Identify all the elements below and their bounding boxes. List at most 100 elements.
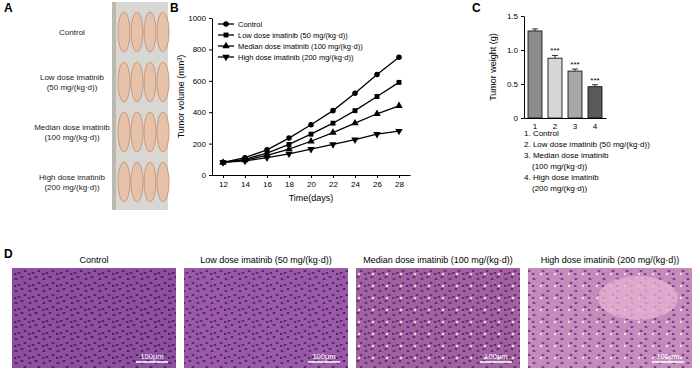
tick-mark	[355, 175, 356, 178]
data-point	[286, 135, 292, 141]
tick-mark	[289, 175, 290, 178]
legend: ControlLow dose imatinib (50 mg/(kg·d))M…	[218, 20, 363, 62]
tick-mark	[209, 175, 212, 176]
data-point	[375, 94, 380, 99]
tick: 1000	[188, 14, 212, 23]
tick: 1.0	[507, 46, 524, 55]
significance: ***	[570, 60, 579, 69]
plot-area	[219, 54, 402, 166]
tick-mark	[209, 49, 212, 50]
data-point	[373, 132, 380, 138]
histology-image	[184, 268, 348, 368]
group-label: Median dose imatinib	[34, 123, 110, 132]
error-bar	[552, 55, 558, 58]
scale-bar	[136, 361, 168, 363]
tick: 0	[202, 171, 212, 180]
tick-label: 400	[193, 108, 207, 117]
data-point	[309, 132, 314, 137]
key-line: 1. Control	[524, 129, 559, 138]
tick: 0.5	[507, 80, 524, 89]
panel-c: C00.51.01.51234Tumor weight (g)*********…	[472, 1, 650, 193]
mouse	[118, 62, 130, 102]
tick-label: 1.0	[507, 46, 519, 55]
tick: 0	[514, 114, 524, 123]
tick: 4	[593, 118, 598, 131]
data-point	[373, 109, 380, 115]
axis-title: Tumor weight (g)	[488, 33, 498, 101]
histology-image	[356, 268, 520, 368]
group-label: (200 mg/(kg·d))	[44, 183, 99, 192]
legend-marker	[222, 55, 229, 61]
image-title: High dose imatinib (200 mg/(kg·d))	[541, 255, 680, 265]
series-line	[223, 57, 399, 162]
significance: ***	[550, 46, 559, 55]
tick-mark	[377, 175, 378, 178]
axis-line	[212, 19, 213, 176]
scale-bar	[652, 361, 684, 363]
data-point	[352, 91, 358, 97]
group-label: Control	[59, 28, 85, 37]
error-bar	[592, 85, 598, 87]
scale-bar-label: 100μm	[140, 352, 163, 361]
tick: 20	[307, 175, 316, 189]
tick: 18	[285, 175, 294, 189]
bar	[548, 58, 562, 118]
image-title: Control	[79, 255, 108, 265]
mouse	[118, 112, 130, 152]
panel-label: A	[4, 1, 13, 15]
tick-mark	[209, 18, 212, 19]
photo-ruler	[112, 2, 116, 210]
tick-mark	[521, 84, 524, 85]
tick-label: 4	[593, 122, 598, 131]
data-point	[396, 54, 402, 60]
mouse	[118, 12, 130, 52]
mouse	[157, 12, 169, 52]
bar	[528, 31, 542, 118]
tick-mark	[521, 118, 524, 119]
legend-marker	[223, 21, 229, 27]
data-point	[308, 122, 314, 128]
legend-marker	[224, 33, 229, 38]
error-bar	[572, 69, 578, 71]
significance: ***	[590, 76, 599, 85]
tick-label: 0	[202, 171, 207, 180]
data-point	[329, 142, 336, 148]
tick-label: 14	[241, 180, 250, 189]
legend-entry: Low dose imatinib (50 mg/(kg·d))	[238, 31, 348, 40]
tick-label: 1.5	[507, 12, 519, 21]
key-line: (200 mg/(kg·d))	[532, 184, 587, 193]
scale-bar-label: 100μm	[312, 352, 335, 361]
tick-mark	[521, 50, 524, 51]
tick: 12	[219, 175, 228, 189]
scale-bar	[480, 361, 512, 363]
mouse	[157, 112, 169, 152]
legend-entry: Median dose imatinib (100 mg/(kg·d))	[238, 42, 363, 51]
series-line	[223, 131, 399, 162]
data-point	[263, 156, 270, 162]
group-label: (100 mg/(kg·d))	[44, 133, 99, 142]
panel-label: C	[472, 1, 481, 15]
panel-b: B12141618202224262802004006008001000Time…	[170, 1, 411, 203]
tick: 1.5	[507, 12, 524, 21]
tick-label: 3	[573, 122, 578, 131]
photo-background	[112, 2, 168, 210]
tick-label: 18	[285, 180, 294, 189]
tick-label: 0	[514, 114, 519, 123]
mouse	[131, 12, 143, 52]
panel-d: DControl100μmLow dose imatinib (50 mg/(k…	[4, 247, 692, 368]
tick-label: 1000	[188, 14, 206, 23]
error-bar	[532, 29, 538, 31]
data-point	[397, 80, 402, 85]
tick-label: 200	[193, 140, 207, 149]
tick-label: 24	[351, 180, 360, 189]
x-axis: 121416182022242628	[213, 175, 411, 189]
tick: 400	[193, 108, 212, 117]
data-point	[353, 108, 358, 113]
tick-label: 22	[329, 180, 338, 189]
tick-label: 800	[193, 45, 207, 54]
tick-label: 26	[373, 180, 382, 189]
tick-label: 600	[193, 77, 207, 86]
mouse	[131, 162, 143, 202]
tick: 800	[193, 45, 212, 54]
data-point	[351, 138, 358, 144]
